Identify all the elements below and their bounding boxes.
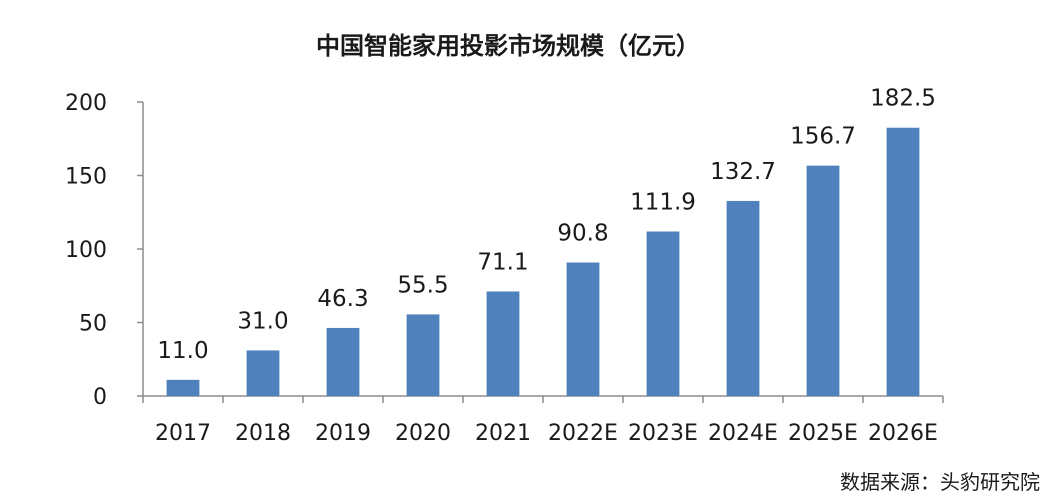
bar bbox=[406, 314, 440, 396]
bar bbox=[886, 127, 920, 396]
source-note: 数据来源：头豹研究院 bbox=[840, 470, 1040, 494]
y-tick-label: 100 bbox=[65, 238, 107, 263]
x-tick-label: 2018 bbox=[235, 421, 291, 446]
data-label: 111.9 bbox=[630, 190, 696, 216]
bar bbox=[806, 165, 840, 396]
x-tick-label: 2024E bbox=[708, 421, 778, 446]
data-label: 182.5 bbox=[870, 86, 936, 112]
x-tick-label: 2017 bbox=[155, 421, 211, 446]
data-label: 71.1 bbox=[477, 249, 528, 275]
data-label: 31.0 bbox=[237, 308, 288, 334]
bar bbox=[486, 291, 520, 396]
bar bbox=[566, 262, 600, 396]
y-axis: 0 50 100 150 200 bbox=[65, 91, 144, 410]
x-tick-label: 2022E bbox=[548, 421, 618, 446]
chart-title: 中国智能家用投影市场规模（亿元） bbox=[316, 31, 700, 60]
bars bbox=[166, 127, 920, 396]
data-label: 132.7 bbox=[710, 159, 776, 185]
x-tick-label: 2026E bbox=[868, 421, 938, 446]
data-labels: 11.0 31.0 46.3 55.5 71.1 90.8 111.9 132.7 156.7 1… bbox=[157, 86, 936, 364]
data-label: 46.3 bbox=[317, 286, 368, 312]
bar bbox=[646, 231, 680, 396]
y-tick-label: 200 bbox=[65, 91, 107, 116]
bar bbox=[726, 200, 760, 396]
y-tick-label: 150 bbox=[65, 165, 107, 190]
x-tick-label: 2023E bbox=[628, 421, 698, 446]
data-label: 55.5 bbox=[397, 272, 448, 298]
data-label: 156.7 bbox=[790, 124, 856, 150]
bar bbox=[326, 327, 360, 396]
x-tick-label: 2020 bbox=[395, 421, 451, 446]
x-tick-label: 2021 bbox=[475, 421, 531, 446]
x-tick-label: 2019 bbox=[315, 421, 371, 446]
y-tick-label: 50 bbox=[79, 312, 107, 337]
x-tick-label: 2025E bbox=[788, 421, 858, 446]
y-tick-label: 0 bbox=[93, 385, 107, 410]
bar bbox=[246, 350, 280, 396]
data-label: 90.8 bbox=[557, 221, 608, 247]
bar bbox=[166, 379, 200, 396]
data-label: 11.0 bbox=[157, 338, 208, 364]
x-axis: 2017 2018 2019 2020 2021 2022E 2023E 2024E 2025E… bbox=[142, 395, 944, 446]
